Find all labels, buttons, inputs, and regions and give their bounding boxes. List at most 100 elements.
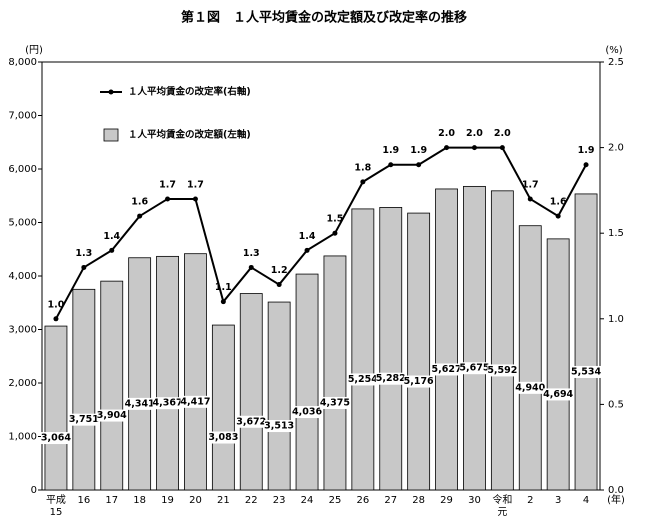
bar	[100, 280, 124, 491]
plot-frame	[41, 61, 601, 491]
bar-label-bg	[515, 381, 546, 394]
bar	[72, 288, 96, 491]
bar-value-label: 4,417	[180, 396, 210, 407]
line-marker	[471, 145, 477, 151]
line-value-label: 1.4	[299, 231, 316, 242]
line-value-label: 1.8	[354, 162, 371, 173]
bar-value-label: 3,672	[236, 416, 266, 427]
line-value-label: 1.5	[327, 214, 344, 225]
line-value-label: 1.9	[410, 145, 427, 156]
y2-tick-label: 1.5	[608, 228, 624, 239]
x-tick-label: 令和元	[492, 493, 512, 518]
y2-tick-label: 0.5	[608, 399, 624, 410]
line-value-label: 1.2	[271, 265, 288, 276]
x-tick-label: 22	[245, 495, 258, 506]
y-tick-label: 8,000	[8, 57, 37, 68]
bar	[156, 255, 179, 491]
line-value-label: 1.4	[103, 231, 120, 242]
line-value-label: 1.0	[48, 299, 65, 310]
bar	[267, 301, 291, 491]
bar	[44, 325, 68, 491]
bar-label-bg	[236, 415, 267, 428]
bar-label-bg	[264, 420, 295, 433]
bar-value-label: 3,751	[69, 414, 99, 425]
x-tick-label: 24	[301, 495, 314, 506]
line-value-label: 2.0	[494, 128, 511, 139]
x-tick-label: 19	[161, 495, 174, 506]
line-marker	[444, 145, 450, 151]
line-value-label: 1.9	[382, 145, 399, 156]
bar-value-label: 4,367	[153, 398, 183, 409]
bar-label-bg	[124, 397, 155, 410]
bar-label-bg	[292, 406, 323, 419]
bar-value-label: 3,904	[97, 410, 127, 421]
bar-value-label: 5,675	[459, 363, 489, 374]
bar	[128, 257, 152, 491]
x-tick-label: 21	[217, 495, 230, 506]
bar-label-bg	[487, 364, 518, 377]
y-axis-unit: (円)	[25, 45, 43, 56]
line-marker	[388, 162, 394, 168]
y-tick-label: 2,000	[8, 378, 37, 389]
bar-label-bg	[431, 363, 462, 376]
bar-value-label: 5,282	[376, 373, 406, 384]
legend-swatch	[103, 128, 119, 142]
line-marker	[583, 162, 589, 168]
bar-value-label: 5,176	[404, 376, 434, 387]
bar-value-label: 4,694	[543, 389, 573, 400]
bar-value-label: 3,064	[41, 433, 71, 444]
bar	[211, 324, 235, 491]
legend-label: １人平均賃金の改定率(右軸)	[128, 86, 251, 98]
line-marker	[137, 213, 143, 219]
bar	[184, 253, 207, 491]
bar-label-bg	[543, 388, 574, 401]
y-tick-label: 4,000	[8, 271, 37, 282]
line-value-label: 1.6	[131, 197, 148, 208]
bar	[239, 293, 263, 491]
y-tick-label: 3,000	[8, 325, 37, 336]
line-value-label: 2.0	[438, 128, 455, 139]
line-value-label: 1.7	[187, 179, 204, 190]
bar	[323, 255, 347, 491]
bar-label-bg	[68, 413, 99, 426]
bar-label-bg	[403, 375, 434, 388]
x-tick-label: 2	[527, 495, 533, 506]
line-value-label: 1.7	[159, 179, 176, 190]
bar-value-label: 4,036	[292, 407, 322, 418]
bar-label-bg	[347, 373, 378, 386]
line-marker	[499, 145, 505, 151]
line-value-label: 1.3	[75, 248, 92, 259]
line-marker	[192, 196, 198, 202]
bar	[546, 238, 570, 491]
line	[55, 146, 587, 320]
line-marker	[555, 213, 561, 219]
chart-title: 第１図 １人平均賃金の改定額及び改定率の推移	[181, 10, 467, 26]
line-marker	[81, 264, 87, 270]
line-marker	[53, 316, 59, 322]
bar-value-label: 4,375	[320, 397, 350, 408]
x-tick-label: 17	[105, 495, 118, 506]
bar-value-label: 3,513	[264, 421, 294, 432]
bar	[407, 212, 431, 491]
line-value-label: 1.1	[215, 282, 232, 293]
x-tick-label: 26	[356, 495, 369, 506]
bar-value-label: 5,534	[571, 366, 601, 377]
bar-label-bg	[459, 362, 490, 375]
bar-value-label: 5,254	[348, 374, 378, 385]
line-marker	[276, 282, 282, 288]
y2-tick-label: 1.0	[608, 314, 624, 325]
bar-label-bg	[319, 396, 350, 409]
bar	[518, 225, 542, 491]
y-tick-label: 6,000	[8, 164, 37, 175]
line-marker	[416, 162, 422, 168]
line-marker	[109, 247, 115, 253]
line-value-label: 1.9	[578, 145, 595, 156]
y2-axis-unit: (%)	[605, 45, 622, 56]
line-marker	[527, 196, 533, 202]
bar-label-bg	[180, 395, 211, 408]
bar-value-label: 4,341	[125, 398, 155, 409]
x-tick-label: 4	[583, 495, 589, 506]
legend-label: １人平均賃金の改定額(左軸)	[128, 129, 251, 141]
bar-label-bg	[40, 432, 71, 445]
bar-value-label: 5,627	[432, 364, 462, 375]
